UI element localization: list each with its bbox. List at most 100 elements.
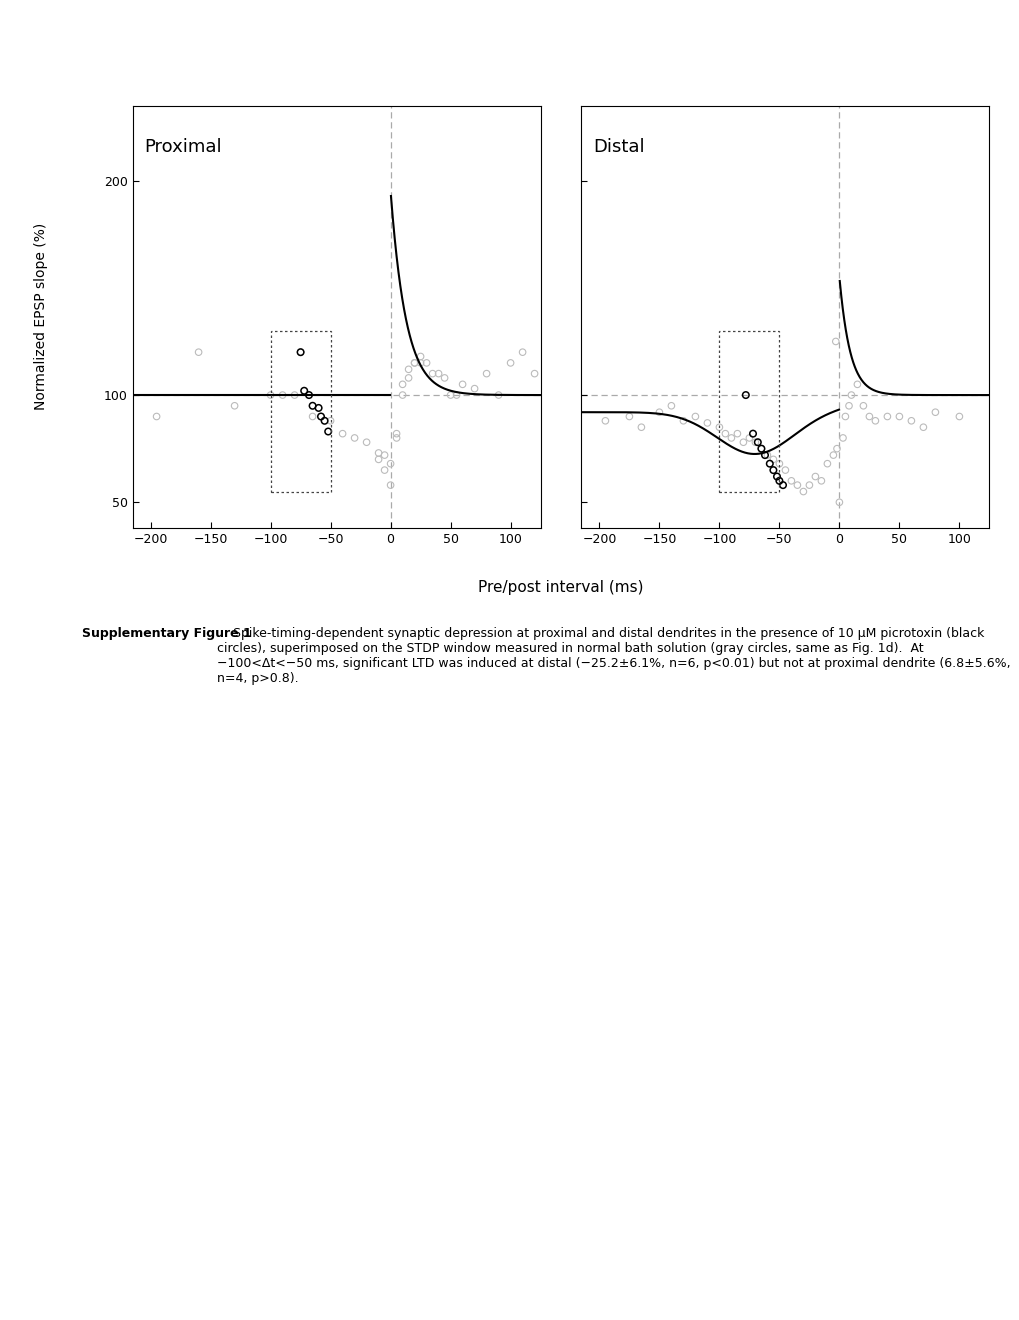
Point bbox=[834, 428, 850, 449]
Point bbox=[752, 438, 768, 459]
Point bbox=[621, 407, 637, 428]
Bar bbox=[718, 331, 779, 491]
Point bbox=[840, 395, 856, 416]
Point bbox=[716, 424, 733, 445]
Point bbox=[795, 480, 811, 502]
Point bbox=[442, 384, 459, 405]
Point bbox=[191, 342, 207, 363]
Point bbox=[502, 352, 519, 374]
Point bbox=[747, 432, 763, 453]
Point bbox=[406, 352, 422, 374]
Point bbox=[412, 352, 428, 374]
Point bbox=[382, 453, 398, 474]
Point bbox=[296, 380, 312, 401]
Point bbox=[801, 475, 817, 496]
Point bbox=[418, 352, 434, 374]
Point bbox=[370, 442, 386, 463]
Point bbox=[741, 428, 757, 449]
Point bbox=[430, 363, 446, 384]
Point bbox=[400, 367, 417, 388]
Point bbox=[749, 432, 765, 453]
Point bbox=[837, 407, 853, 428]
Point bbox=[304, 407, 320, 428]
Point bbox=[768, 466, 785, 487]
Point bbox=[358, 432, 374, 453]
Point bbox=[938, 535, 955, 556]
Point bbox=[806, 466, 822, 487]
Point bbox=[830, 492, 847, 513]
Point bbox=[752, 438, 768, 459]
Text: Supplementary Figure 1: Supplementary Figure 1 bbox=[82, 627, 251, 640]
Point bbox=[394, 384, 411, 405]
Point bbox=[878, 407, 895, 428]
Point bbox=[454, 374, 471, 395]
Point bbox=[262, 384, 278, 405]
Point bbox=[226, 395, 243, 416]
Point bbox=[412, 346, 428, 367]
Text: .   Spike-timing-dependent synaptic depression at proximal and distal dendrites : . Spike-timing-dependent synaptic depres… bbox=[217, 627, 1010, 685]
Point bbox=[783, 470, 799, 491]
Point bbox=[376, 459, 392, 480]
Point bbox=[286, 384, 303, 405]
Point bbox=[313, 407, 329, 428]
Point bbox=[776, 459, 793, 480]
Point bbox=[448, 384, 465, 405]
Point bbox=[824, 445, 841, 466]
Point bbox=[526, 363, 542, 384]
Point bbox=[316, 411, 332, 432]
Point bbox=[322, 411, 338, 432]
Point bbox=[382, 475, 398, 496]
Point bbox=[903, 411, 919, 432]
Point bbox=[843, 384, 859, 405]
Point bbox=[758, 445, 774, 466]
Point bbox=[675, 411, 691, 432]
Point bbox=[756, 445, 772, 466]
Point bbox=[388, 428, 405, 449]
Point bbox=[770, 470, 787, 491]
Text: Normalized EPSP slope (%): Normalized EPSP slope (%) bbox=[34, 223, 48, 411]
Point bbox=[436, 367, 452, 388]
Point bbox=[764, 449, 781, 470]
Point bbox=[310, 397, 326, 418]
Point bbox=[514, 342, 530, 363]
Point bbox=[722, 428, 739, 449]
Point bbox=[687, 407, 703, 428]
Point bbox=[334, 424, 351, 445]
Point bbox=[304, 395, 320, 416]
Point bbox=[662, 395, 679, 416]
Point bbox=[400, 359, 417, 380]
Point bbox=[388, 424, 405, 445]
Point bbox=[812, 470, 828, 491]
Point bbox=[729, 424, 745, 445]
Point bbox=[478, 363, 494, 384]
Point bbox=[860, 407, 876, 428]
Point bbox=[633, 417, 649, 438]
Point bbox=[320, 421, 336, 442]
Bar bbox=[270, 331, 330, 491]
Point bbox=[466, 378, 482, 399]
Point bbox=[826, 331, 843, 352]
Point bbox=[737, 384, 753, 405]
Point bbox=[710, 417, 727, 438]
Text: Proximal: Proximal bbox=[145, 137, 222, 156]
Point bbox=[891, 407, 907, 428]
Text: Pre/post interval (ms): Pre/post interval (ms) bbox=[478, 579, 643, 595]
Point bbox=[761, 453, 777, 474]
Point bbox=[424, 363, 440, 384]
Point bbox=[770, 453, 787, 474]
Point bbox=[774, 475, 791, 496]
Point bbox=[149, 407, 165, 428]
Point bbox=[597, 411, 613, 432]
Point bbox=[301, 384, 317, 405]
Point bbox=[926, 401, 943, 422]
Point bbox=[346, 428, 363, 449]
Point bbox=[406, 352, 422, 374]
Point bbox=[818, 453, 835, 474]
Point bbox=[292, 342, 309, 363]
Point bbox=[828, 438, 845, 459]
Point bbox=[274, 384, 290, 405]
Point bbox=[951, 407, 967, 428]
Point bbox=[866, 411, 882, 432]
Point bbox=[849, 374, 865, 395]
Point bbox=[744, 424, 760, 445]
